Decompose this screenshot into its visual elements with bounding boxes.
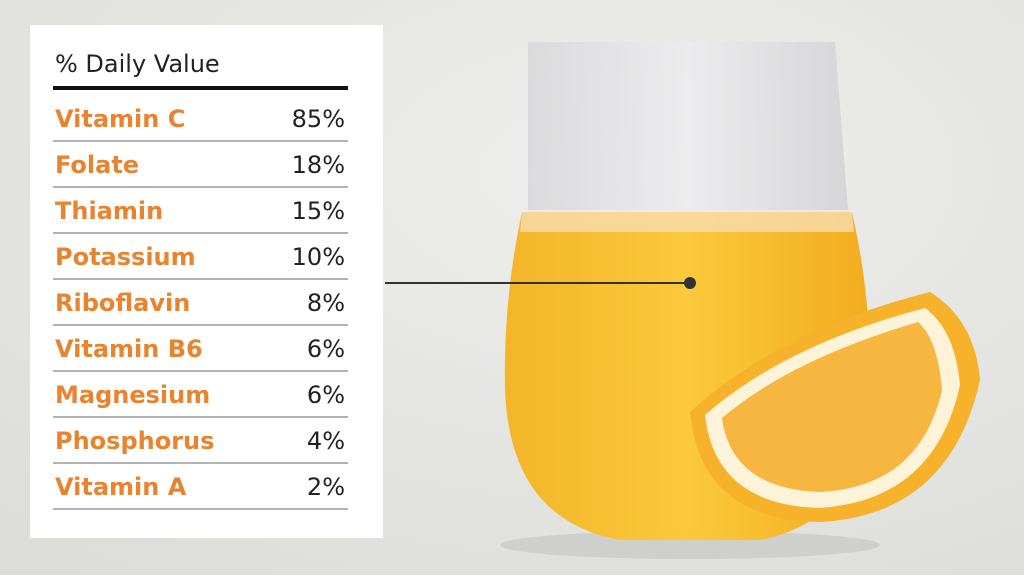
nutrient-value: 2% — [307, 473, 345, 501]
nutrient-value: 4% — [307, 427, 345, 455]
connector-dot — [684, 277, 696, 289]
nutrient-name: Magnesium — [55, 381, 210, 409]
nutrient-value: 18% — [292, 151, 345, 179]
nutrient-value: 15% — [292, 197, 345, 225]
nutrient-name: Vitamin C — [55, 105, 185, 133]
nutrient-name: Phosphorus — [55, 427, 214, 455]
nutrient-name: Vitamin A — [55, 473, 187, 501]
nutrient-name: Potassium — [55, 243, 196, 271]
nutrient-value: 8% — [307, 289, 345, 317]
nutrition-panel — [30, 25, 383, 538]
shadow — [500, 531, 880, 559]
nutrient-value: 6% — [307, 381, 345, 409]
rows: Vitamin C 85% Folate 18% Thiamin 15% Potassium… — [53, 105, 348, 510]
panel-header: % Daily Value — [55, 50, 220, 78]
nutrient-value: 85% — [292, 105, 345, 133]
nutrient-name: Riboflavin — [55, 289, 190, 317]
nutrient-name: Vitamin B6 — [55, 335, 203, 363]
nutrient-name: Folate — [55, 151, 139, 179]
nutrient-value: 6% — [307, 335, 345, 363]
nutrient-name: Thiamin — [55, 197, 163, 225]
nutrient-value: 10% — [292, 243, 345, 271]
orange-wedge — [690, 292, 980, 522]
